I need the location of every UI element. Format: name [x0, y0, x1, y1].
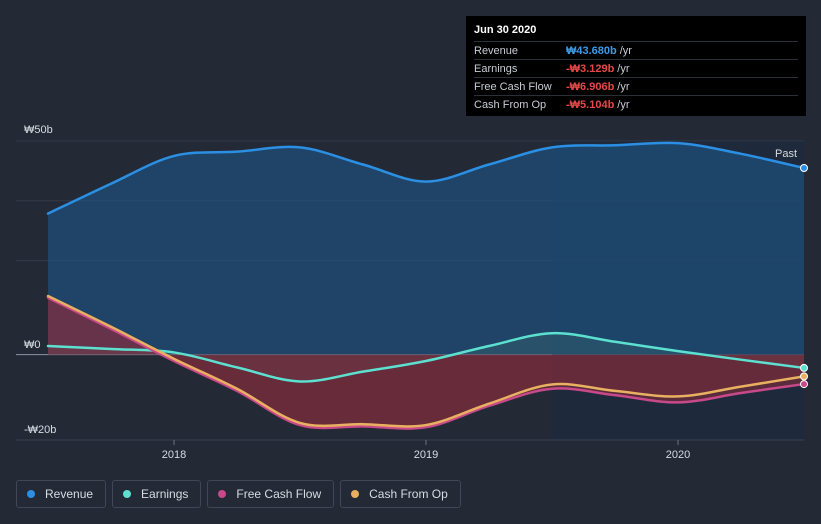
tooltip-row-revenue: Revenue ₩43.680b /yr	[474, 41, 798, 59]
legend-dot-icon	[218, 490, 227, 498]
series-endpoint-point	[800, 363, 808, 372]
past-label: Past	[775, 148, 797, 160]
legend-item-revenue[interactable]: Revenue	[16, 480, 107, 508]
tooltip-label: Free Cash Flow	[474, 80, 552, 93]
tooltip-label: Cash From Op	[474, 98, 547, 111]
series-endpoint-point	[800, 380, 808, 389]
series-line	[46, 294, 806, 428]
series-area	[48, 297, 804, 429]
series-area	[48, 142, 804, 355]
legend-item-earnings[interactable]: Earnings	[112, 480, 202, 508]
y-tick-label-bottom: -₩20b	[24, 424, 56, 436]
series-endpoint-point	[800, 372, 808, 381]
tooltip-value: -₩5.104b	[566, 98, 615, 111]
legend-label: Revenue	[45, 487, 94, 501]
legend-label: Earnings	[141, 487, 189, 501]
y-tick-label-top: ₩50b	[24, 124, 53, 136]
tooltip-date: Jun 30 2020	[474, 24, 537, 36]
legend-item-free-cash-flow[interactable]: Free Cash Flow	[207, 480, 335, 508]
tooltip-value: -₩3.129b	[566, 62, 615, 75]
series-endpoints	[800, 163, 808, 389]
series-endpoint-point	[800, 163, 808, 172]
tooltip-unit: /yr	[619, 44, 632, 57]
legend-item-cash-from-op[interactable]: Cash From Op	[340, 480, 461, 508]
tooltip-label: Earnings	[474, 62, 518, 75]
legend-label: Cash From Op	[369, 487, 448, 501]
tooltip-unit: /yr	[617, 80, 630, 93]
series-lines	[46, 141, 806, 430]
x-tick-label: 2019	[414, 449, 438, 461]
legend-label: Free Cash Flow	[236, 487, 322, 501]
data-tooltip: Jun 30 2020 Revenue ₩43.680b /yr Earning…	[466, 16, 806, 116]
series-areas	[48, 142, 804, 429]
legend-dot-icon	[27, 490, 35, 498]
tooltip-label: Revenue	[474, 44, 519, 57]
y-tick-label-zero: ₩0	[24, 339, 41, 351]
tooltip-row-cash-from-op: Cash From Op -₩5.104b /yr	[474, 95, 798, 113]
tooltip-row-free-cash-flow: Free Cash Flow -₩6.906b /yr	[474, 77, 798, 95]
tooltip-row-earnings: Earnings -₩3.129b /yr	[474, 59, 798, 77]
chart-legend: Revenue Earnings Free Cash Flow Cash Fro…	[16, 480, 461, 508]
legend-dot-icon	[123, 490, 132, 498]
tooltip-value: -₩6.906b	[566, 80, 615, 93]
series-line	[46, 331, 806, 383]
series-line	[46, 296, 806, 430]
chart-axes: 2018 2019 2020	[16, 439, 804, 461]
tooltip-unit: /yr	[617, 62, 630, 75]
tooltip-unit: /yr	[617, 98, 630, 111]
x-tick-label: 2018	[162, 449, 186, 461]
series-line	[46, 141, 806, 215]
x-tick-label: 2020	[666, 449, 690, 461]
legend-dot-icon	[351, 490, 360, 498]
tooltip-value: ₩43.680b	[566, 44, 617, 57]
